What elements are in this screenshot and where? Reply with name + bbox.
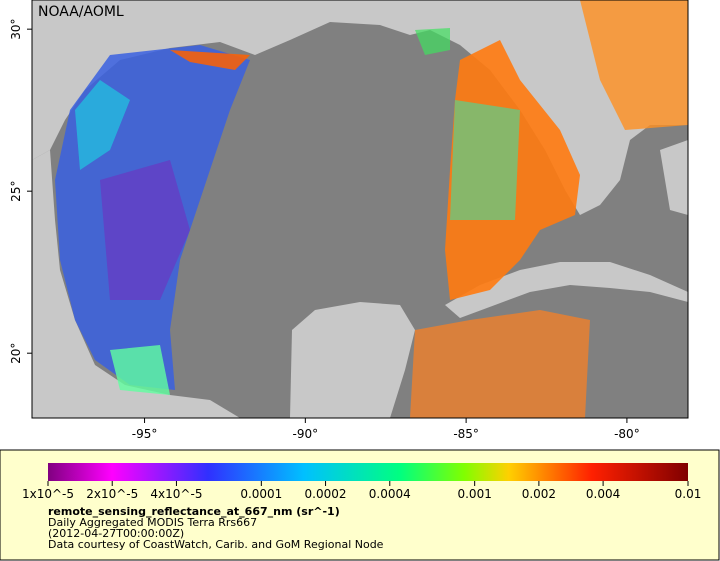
data-swath [75, 80, 130, 170]
y-tick-label: 30° [9, 19, 23, 40]
colorbar [48, 463, 688, 481]
x-tick-label: -80° [614, 427, 640, 441]
land [32, 0, 688, 215]
y-tick-label: 20° [9, 343, 23, 364]
colorbar-ticks: 1x10^-5 2x10^-5 4x10^-5 0.0001 0.0002 0.0004 0… [22, 481, 701, 501]
land [290, 302, 415, 418]
map-label: NOAA/AOML [38, 4, 124, 20]
variable-name: remote_sensing_reflectance_at_667_nm (sr… [48, 505, 340, 518]
colorbar-tick-label: 0.002 [522, 487, 556, 501]
data-swath [110, 345, 170, 395]
colorbar-tick-label: 0.001 [457, 487, 491, 501]
colorbar-tick-label: 0.01 [675, 487, 702, 501]
data-swath [450, 100, 520, 220]
land [32, 150, 240, 418]
colorbar-tick-label: 0.0004 [369, 487, 411, 501]
x-tick-label: -85° [453, 427, 479, 441]
legend-line: Data courtesy of CoastWatch, Carib. and … [48, 538, 384, 551]
x-tick-label: -95° [132, 427, 158, 441]
data-swath [415, 28, 450, 55]
data-swath [100, 160, 190, 300]
colorbar-tick-label: 2x10^-5 [86, 487, 138, 501]
data-swath [410, 310, 590, 418]
data-swath [170, 50, 250, 70]
colorbar-tick-label: 1x10^-5 [22, 487, 74, 501]
colorbar-tick-label: 0.0001 [240, 487, 282, 501]
colorbar-tick-label: 0.0002 [305, 487, 347, 501]
land [660, 140, 688, 215]
legend-line: (2012-04-27T00:00:00Z) [48, 527, 184, 540]
map-frame [31, 0, 689, 419]
legend-line: Daily Aggregated MODIS Terra Rrs667 [48, 516, 257, 529]
axes: -95° -90° -85° -80° 20° 25° 30° [9, 19, 640, 441]
y-tick-label: 25° [9, 181, 23, 202]
land [445, 262, 688, 318]
colorbar-tick-label: 4x10^-5 [150, 487, 202, 501]
x-tick-label: -90° [293, 427, 319, 441]
data-swath [580, 0, 688, 130]
map-area [32, 0, 688, 418]
colorbar-tick-label: 0.004 [586, 487, 620, 501]
